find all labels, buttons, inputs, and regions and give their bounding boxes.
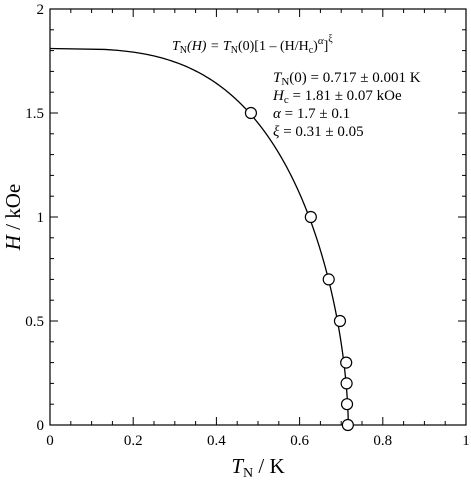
x-tick-label: 0.6 [290, 433, 309, 449]
data-point [304, 210, 317, 224]
data-point [322, 273, 335, 286]
x-tick-label: 0.4 [207, 433, 226, 449]
fit-curve [49, 47, 349, 425]
y-tick-label: 2 [37, 2, 45, 18]
y-tick-label: 0.5 [25, 314, 44, 330]
x-tick-label: 0.8 [373, 433, 392, 449]
fit-parameter: α = 1.7 ± 0.1 [273, 106, 350, 122]
fit-parameter: ξ = 0.31 ± 0.05 [273, 124, 364, 140]
data-point [340, 377, 353, 390]
x-tick-label: 0 [46, 433, 54, 449]
axis-ticks [49, 8, 467, 426]
data-point [244, 106, 258, 120]
data-points [244, 106, 354, 432]
fit-parameter: Hc = 1.81 ± 0.07 kOe [272, 88, 402, 106]
data-point [333, 314, 347, 328]
x-tick-label: 0.2 [124, 433, 143, 449]
y-tick-label: 1 [37, 210, 45, 226]
x-tick-label: 1 [462, 433, 470, 449]
fit-formula: TN(H) = TN(0)[1 – (H/Hc)α]ξ [172, 34, 333, 56]
fit-parameter: TN(0) = 0.717 ± 0.001 K [273, 70, 421, 88]
axis-tick-labels: 0 0.2 0.4 0.6 0.8 1 0 0.5 1 1.5 2 [25, 2, 470, 449]
x-axis-title: TN / K [231, 454, 284, 480]
y-axis-title: H / kOe [1, 184, 25, 252]
data-point [340, 398, 354, 411]
y-tick-label: 1.5 [25, 106, 44, 122]
fit-parameters: TN(0) = 0.717 ± 0.001 KHc = 1.81 ± 0.07 … [272, 70, 421, 140]
y-tick-label: 0 [37, 418, 45, 434]
data-point [340, 356, 353, 369]
data-point [341, 418, 354, 432]
